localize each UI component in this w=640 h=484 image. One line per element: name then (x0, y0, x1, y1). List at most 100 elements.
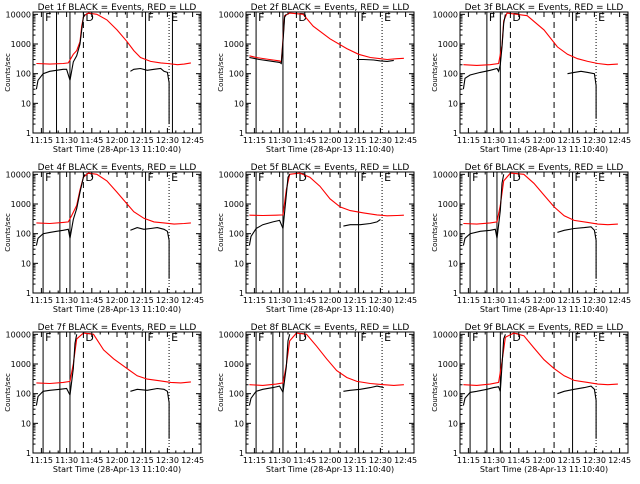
x-tick-label: 12:30 (369, 136, 392, 145)
marker-label: F (472, 331, 478, 344)
x-tick-label: 12:30 (583, 136, 606, 145)
x-tick-label: 12:00 (105, 136, 128, 145)
x-tick-label: 11:15 (243, 136, 266, 145)
x-tick-label: 12:45 (608, 136, 631, 145)
x-tick-label: 11:30 (268, 456, 291, 465)
x-tick-label: 12:30 (156, 136, 179, 145)
x-tick-label: 12:45 (394, 296, 417, 305)
series-group (462, 12, 618, 119)
y-tick-label: 10 (234, 419, 244, 428)
series-line-events (356, 58, 394, 62)
y-axis-label: Counts/sec (4, 53, 12, 92)
y-tick-label: 1000 (11, 200, 31, 209)
y-tick-label: 1000 (224, 40, 244, 49)
chart-title: Det 1f BLACK = Events, RED = LLD (38, 3, 197, 13)
x-tick-label: 12:00 (105, 296, 128, 305)
marker-label: E (384, 331, 391, 344)
x-tick-label: 11:30 (482, 136, 505, 145)
series-line-events (35, 174, 86, 246)
series-line-lld (249, 332, 404, 386)
y-tick-label: 100 (229, 390, 244, 399)
x-tick-label: 12:30 (583, 456, 606, 465)
x-tick-label: 12:00 (532, 136, 555, 145)
y-axis-label: Counts/sec (217, 53, 225, 92)
x-tick-label: 11:45 (80, 136, 103, 145)
y-tick-label: 10 (21, 259, 31, 268)
marker-label: F (45, 11, 51, 24)
x-tick-label: 11:30 (55, 456, 78, 465)
y-tick-label: 10000 (219, 170, 244, 179)
marker-label: F (361, 11, 367, 24)
marker-label: D (512, 331, 520, 344)
series-line-events (248, 334, 291, 406)
x-tick-label: 12:15 (131, 456, 154, 465)
marker-label: F (258, 171, 264, 184)
x-axis-label: Start Time (28-Apr-13 11:10:40) (480, 305, 608, 314)
x-tick-label: 12:15 (344, 296, 367, 305)
series-group (249, 12, 404, 65)
y-axis-label: Counts/sec (217, 373, 225, 412)
y-tick-label: 10 (21, 99, 31, 108)
series-group (248, 172, 404, 246)
marker-label: E (598, 331, 605, 344)
plot-frame (459, 171, 629, 294)
series-group (35, 12, 191, 125)
x-tick-label: 12:00 (318, 456, 341, 465)
marker-label: E (171, 331, 178, 344)
y-tick-label: 1 (453, 129, 458, 138)
x-tick-label: 11:15 (457, 456, 480, 465)
x-tick-label: 12:15 (558, 136, 581, 145)
marker-label: F (489, 11, 495, 24)
y-tick-label: 10000 (219, 10, 244, 19)
marker-label: F (575, 11, 581, 24)
marker-label: F (575, 171, 581, 184)
series-line-events (130, 227, 170, 279)
series-line-lld (249, 172, 404, 217)
x-tick-label: 11:15 (30, 456, 53, 465)
marker-label: F (148, 331, 154, 344)
series-line-events (462, 14, 506, 90)
x-tick-label: 12:15 (131, 136, 154, 145)
series-line-events (130, 387, 170, 439)
x-axis-label: Start Time (28-Apr-13 11:10:40) (53, 305, 181, 314)
x-tick-label: 12:15 (344, 456, 367, 465)
x-tick-label: 12:30 (369, 456, 392, 465)
y-tick-label: 1000 (438, 360, 458, 369)
chart-title: Det 8f BLACK = Events, RED = LLD (251, 323, 410, 333)
y-tick-label: 1 (453, 289, 458, 298)
marker-label: F (45, 171, 51, 184)
x-tick-label: 11:30 (55, 296, 78, 305)
y-tick-label: 100 (16, 70, 31, 79)
x-tick-label: 12:00 (532, 456, 555, 465)
chart-title: Det 9f BLACK = Events, RED = LLD (465, 323, 624, 333)
y-tick-label: 10 (21, 419, 31, 428)
marker-label: E (171, 11, 178, 24)
x-tick-label: 11:15 (30, 136, 53, 145)
x-tick-label: 12:45 (181, 136, 204, 145)
marker-label: E (171, 171, 178, 184)
y-tick-label: 10000 (6, 10, 31, 19)
series-line-lld (463, 12, 618, 66)
chart-title: Det 6f BLACK = Events, RED = LLD (465, 163, 624, 173)
marker-label: D (512, 11, 520, 24)
y-tick-label: 10000 (6, 330, 31, 339)
series-line-lld (249, 12, 404, 63)
y-tick-label: 1000 (11, 40, 31, 49)
series-line-events (343, 385, 384, 392)
marker-label: D (298, 11, 306, 24)
y-tick-label: 10000 (433, 10, 458, 19)
marker-label: F (148, 11, 154, 24)
chart-title: Det 5f BLACK = Events, RED = LLD (251, 163, 410, 173)
series-line-events (248, 174, 291, 246)
y-tick-label: 1 (26, 129, 31, 138)
series-line-lld (463, 332, 618, 386)
x-tick-label: 12:45 (394, 136, 417, 145)
marker-label: D (298, 331, 306, 344)
x-tick-label: 11:15 (457, 136, 480, 145)
series-group (462, 172, 618, 279)
